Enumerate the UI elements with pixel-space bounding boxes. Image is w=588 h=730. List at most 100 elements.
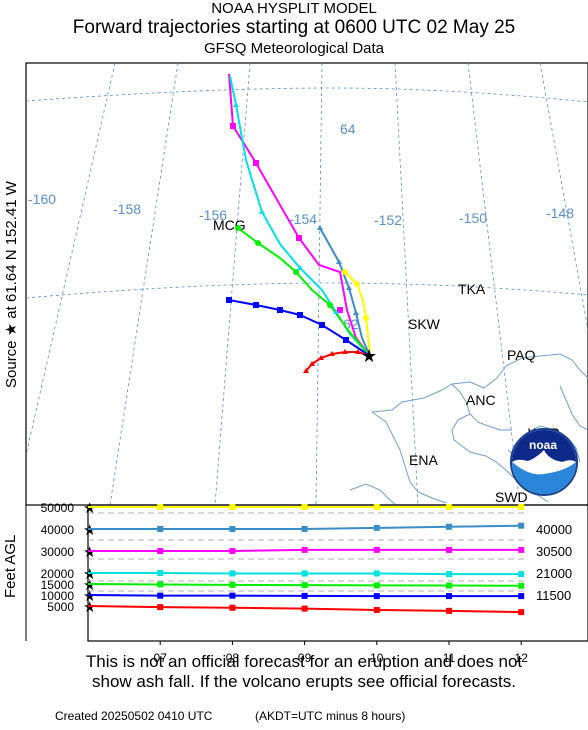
source-star-icon: ★ <box>83 599 96 616</box>
profile-point <box>373 570 380 577</box>
meridian-line <box>214 62 251 506</box>
place-label: PAQ <box>507 347 536 363</box>
latitude-line-62 <box>25 282 588 299</box>
noaa-logo-text: noaa <box>529 438 557 452</box>
profile-right-label: 21000 <box>536 566 572 581</box>
profile-point <box>301 504 308 510</box>
profile-point <box>157 604 164 611</box>
marker <box>277 307 283 313</box>
profile-point <box>301 582 308 589</box>
profile-point <box>446 607 452 614</box>
marker <box>329 351 335 356</box>
marker <box>317 225 323 230</box>
profile-point <box>301 605 308 612</box>
created-stamp: Created 20250502 0410 UTC <box>55 709 213 723</box>
profile-point <box>229 604 236 611</box>
lat-label: 64 <box>340 121 356 137</box>
source-label: Source ★ at 61.64 N 152.41 W <box>3 180 20 388</box>
trajectory-40000 <box>319 227 371 357</box>
marker <box>319 322 325 328</box>
marker <box>346 285 352 290</box>
profile-point <box>518 522 525 529</box>
profile-point <box>446 571 452 578</box>
profile-point <box>446 546 452 553</box>
profile-point <box>157 526 164 532</box>
profile-left-tick: 50000 <box>41 501 75 515</box>
marker <box>297 265 303 270</box>
place-label: ANC <box>466 392 496 408</box>
profile-point <box>157 548 164 554</box>
marker <box>253 302 259 308</box>
graticule <box>25 62 588 506</box>
profile-point <box>157 504 164 510</box>
marker <box>297 312 303 318</box>
place-label: ENA <box>409 452 438 468</box>
profile-point <box>301 592 308 599</box>
profile-left-tick: 30000 <box>41 545 75 559</box>
profile-point <box>446 504 452 510</box>
marker <box>233 102 239 107</box>
profile-point <box>518 546 525 553</box>
profile-point <box>229 526 236 532</box>
disclaimer-line-2: show ash fall. If the volcano erupts see… <box>92 671 516 691</box>
profile-point <box>518 582 525 589</box>
lon-label: -150 <box>459 210 487 226</box>
profile-point <box>446 593 452 600</box>
marker <box>336 259 342 264</box>
profile-x-tick: 11 <box>443 651 456 665</box>
trajectory-markers <box>226 102 369 373</box>
profile-point <box>157 592 164 599</box>
profile-point <box>373 504 380 510</box>
profile-point <box>518 504 525 510</box>
marker <box>303 368 309 373</box>
source-star-icon: ★ <box>83 588 96 605</box>
meridian-line <box>539 62 588 331</box>
profile-x-tick: 08 <box>226 651 240 665</box>
profile-left-tick: 20000 <box>41 567 75 581</box>
lon-label: -160 <box>28 191 56 207</box>
marker <box>342 269 348 275</box>
marker <box>337 307 343 313</box>
profile-point <box>229 581 236 588</box>
profile-point <box>373 606 380 613</box>
marker <box>333 309 339 314</box>
profile-point <box>229 504 236 510</box>
meridian-line <box>467 62 521 506</box>
profile-point <box>518 609 525 616</box>
marker <box>327 302 333 308</box>
profile-right-label: 11500 <box>536 588 571 603</box>
lon-label: -156 <box>199 207 227 223</box>
marker <box>343 337 349 343</box>
source-star-icon: ★ <box>83 544 96 561</box>
profile-point <box>157 581 164 588</box>
profile-chart: 50000 ★ 40000 ★ 30000 ★ 20000 ★ 15000 ★ 10000 ★ 5000… <box>41 500 573 665</box>
profile-x-tick: 12 <box>515 651 529 665</box>
marker <box>309 361 315 366</box>
marker <box>355 349 361 354</box>
disclaimer-text: This is not an official forecast for an … <box>20 652 588 691</box>
place-label: SWD <box>495 489 528 505</box>
marker <box>230 123 236 129</box>
profile-point <box>373 546 380 553</box>
marker <box>354 281 360 287</box>
marker <box>342 349 348 354</box>
model-title: NOAA HYSPLIT MODEL <box>211 0 377 17</box>
profile-point <box>301 546 308 553</box>
place-label: SKW <box>408 316 441 332</box>
place-label: TKA <box>458 281 486 297</box>
plot-title: Forward trajectories starting at 0600 UT… <box>72 17 516 38</box>
trajectory-15000 <box>237 227 371 357</box>
marker <box>318 355 324 360</box>
meridian-line <box>25 62 116 456</box>
timezone-note: (AKDT=UTC minus 8 hours) <box>255 709 406 723</box>
noaa-logo: noaa <box>510 428 578 496</box>
profile-left-tick: 15000 <box>41 578 75 592</box>
source-star-icon: ★ <box>83 566 96 583</box>
source-star-icon: ★ <box>83 522 96 539</box>
profile-right-label: 30500 <box>536 544 572 559</box>
profile-right-label: 40000 <box>536 522 572 537</box>
lon-label: -154 <box>289 211 317 227</box>
marker <box>226 297 232 303</box>
marker <box>235 225 241 231</box>
